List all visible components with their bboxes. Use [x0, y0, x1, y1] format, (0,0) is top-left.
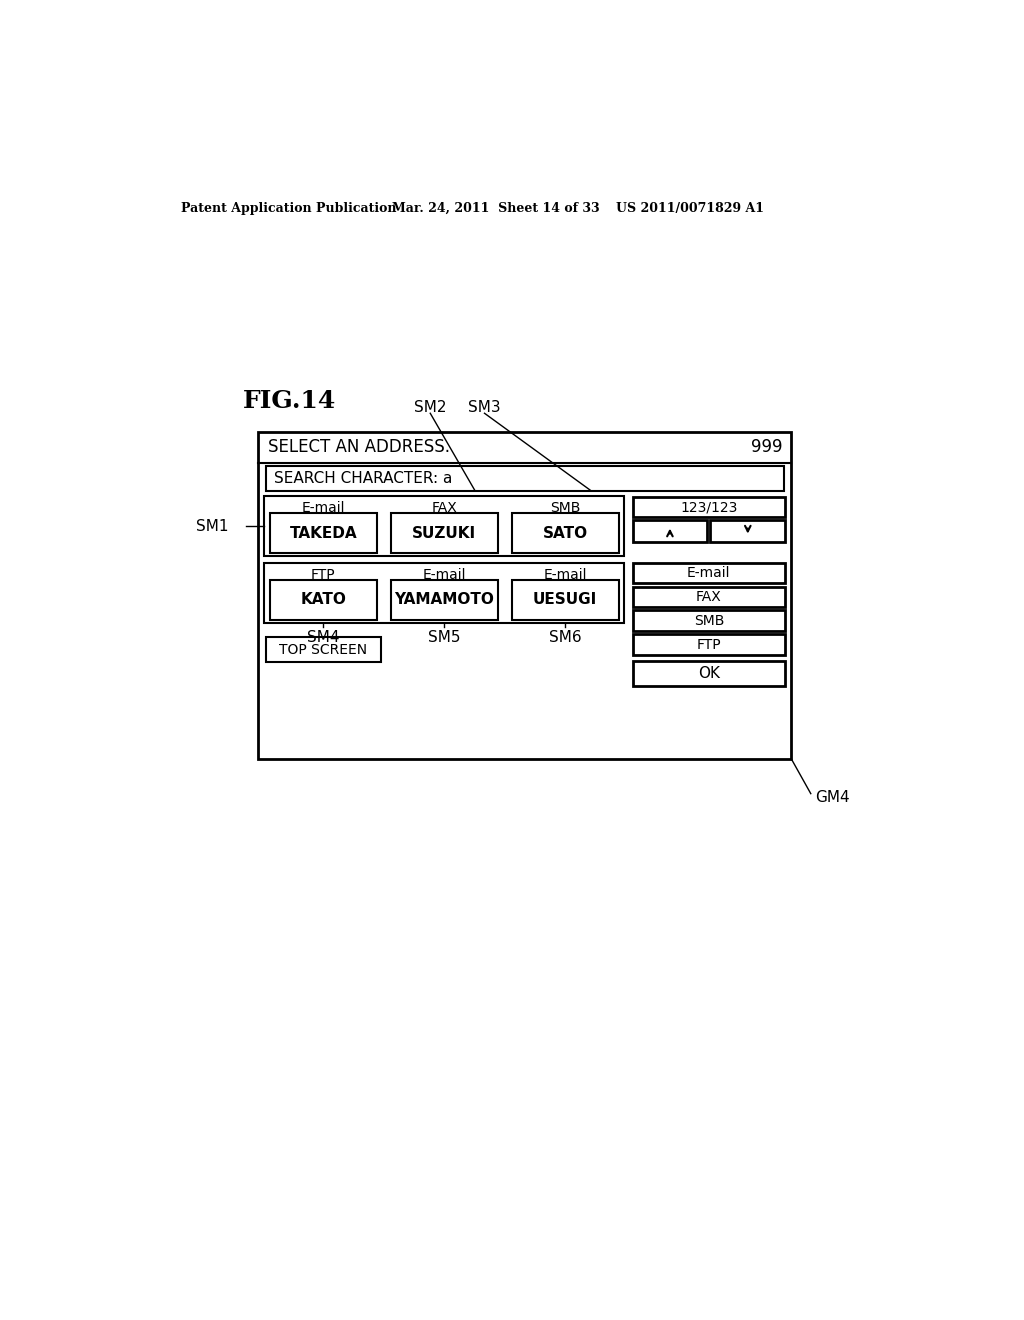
Bar	[633, 661, 785, 686]
Text: FAX: FAX	[696, 590, 722, 605]
Text: SM2: SM2	[414, 400, 446, 414]
Text: YAMAMOTO: YAMAMOTO	[394, 593, 495, 607]
Bar	[633, 562, 785, 583]
Bar	[633, 635, 785, 655]
Bar	[391, 579, 498, 620]
Text: E-mail: E-mail	[544, 568, 587, 582]
Bar	[711, 520, 785, 543]
Text: SM4: SM4	[307, 630, 340, 645]
Text: Mar. 24, 2011  Sheet 14 of 33: Mar. 24, 2011 Sheet 14 of 33	[391, 202, 599, 215]
Text: TAKEDA: TAKEDA	[290, 525, 357, 540]
Text: E-mail: E-mail	[301, 502, 345, 515]
Text: OK: OK	[698, 667, 720, 681]
Bar	[391, 512, 498, 553]
Text: SELECT AN ADDRESS.: SELECT AN ADDRESS.	[267, 438, 450, 457]
Text: 123/123: 123/123	[680, 500, 737, 515]
Text: E-mail: E-mail	[423, 568, 466, 582]
Bar	[264, 562, 624, 623]
Text: E-mail: E-mail	[687, 566, 730, 579]
Bar	[633, 520, 708, 543]
Text: Patent Application Publication: Patent Application Publication	[180, 202, 396, 215]
Text: SATO: SATO	[543, 525, 588, 540]
Text: UESUGI: UESUGI	[532, 593, 597, 607]
Text: 999: 999	[751, 438, 782, 457]
Text: SM5: SM5	[428, 630, 461, 645]
Bar	[633, 610, 785, 631]
Bar	[633, 498, 785, 517]
Bar	[512, 512, 618, 553]
Bar	[266, 638, 381, 663]
Text: FTP: FTP	[696, 638, 721, 652]
Text: SEARCH CHARACTER: a: SEARCH CHARACTER: a	[273, 471, 452, 486]
Text: FTP: FTP	[311, 568, 336, 582]
Text: SM1: SM1	[197, 519, 228, 533]
Text: SMB: SMB	[693, 614, 724, 628]
Text: KATO: KATO	[300, 593, 346, 607]
Bar	[633, 586, 785, 607]
Text: TOP SCREEN: TOP SCREEN	[280, 643, 368, 656]
Text: SUZUKI: SUZUKI	[412, 525, 476, 540]
Text: GM4: GM4	[815, 789, 849, 805]
Text: FIG.14: FIG.14	[243, 389, 336, 413]
Bar	[264, 495, 624, 557]
Bar	[266, 466, 783, 491]
Text: SM6: SM6	[549, 630, 582, 645]
Text: FAX: FAX	[431, 502, 457, 515]
Text: US 2011/0071829 A1: US 2011/0071829 A1	[616, 202, 764, 215]
Text: SMB: SMB	[550, 502, 581, 515]
Text: SM3: SM3	[468, 400, 501, 414]
Bar	[270, 579, 377, 620]
Bar	[258, 432, 792, 759]
Bar	[270, 512, 377, 553]
Bar	[512, 579, 618, 620]
